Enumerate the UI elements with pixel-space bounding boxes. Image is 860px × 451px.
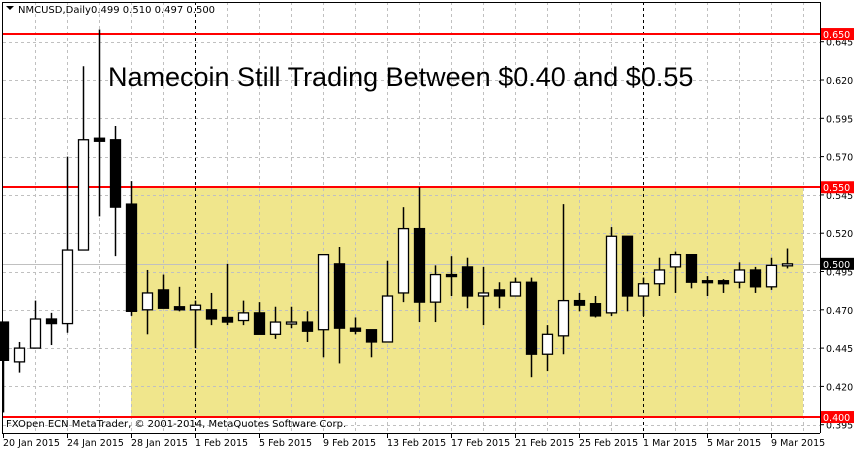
candle-bearish (413, 227, 426, 303)
candle-bullish (13, 347, 26, 363)
candle-bullish (397, 227, 410, 294)
candle-bearish (45, 318, 58, 325)
candle-bearish (157, 289, 170, 309)
candle-bullish (237, 312, 250, 322)
candle-bullish (269, 321, 282, 335)
candle-bullish (765, 264, 778, 288)
level-line (3, 33, 820, 35)
level-price-tag: 0.400 (823, 413, 850, 424)
candle-bullish (77, 139, 90, 251)
price-tick-label: 0.595 (826, 114, 853, 125)
price-tick-label: 0.620 (826, 76, 853, 87)
candle-bearish (333, 263, 346, 329)
candle-bullish (477, 292, 490, 297)
candle-bearish (621, 235, 634, 297)
ohlc-readout: 0.499 0.510 0.497 0.500 (91, 5, 215, 16)
candle-bullish (381, 295, 394, 343)
level-price-tag-bg (821, 181, 854, 194)
candle-bearish (749, 269, 762, 288)
date-tick-label: 9 Mar 2015 (771, 438, 825, 449)
candle-bullish (285, 321, 298, 325)
price-tick-label: 0.470 (826, 306, 853, 317)
candle-bullish (141, 292, 154, 311)
candle-bearish (493, 289, 506, 297)
candle-bearish (445, 273, 458, 278)
candle-bearish (205, 309, 218, 320)
price-tick-label: 0.645 (826, 38, 853, 49)
date-tick-label: 5 Feb 2015 (259, 438, 312, 449)
candle-bearish (0, 321, 10, 362)
price-tick-label: 0.445 (826, 344, 853, 355)
symbol-label: NMCUSD,Daily (18, 5, 91, 16)
candle-bearish (589, 303, 602, 317)
candle-bearish (701, 280, 714, 284)
price-tick-label: 0.420 (826, 382, 853, 393)
date-tick-label: 13 Feb 2015 (387, 438, 446, 449)
current-price-tag-bg (821, 257, 854, 270)
candle-bearish (525, 281, 538, 355)
dropdown-triangle-icon[interactable] (6, 6, 14, 10)
candle-bullish (653, 269, 666, 285)
candle-bearish (461, 266, 474, 297)
date-tick-label: 24 Jan 2015 (67, 438, 124, 449)
candle-bearish (109, 139, 122, 208)
price-tick-label: 0.495 (826, 268, 853, 279)
date-tick-label: 17 Feb 2015 (451, 438, 510, 449)
candle-bearish (685, 253, 698, 283)
candle-bearish (221, 316, 234, 323)
candle-bullish (29, 318, 42, 349)
level-line (3, 416, 820, 418)
date-tick-label: 21 Feb 2015 (515, 438, 574, 449)
price-tick-label: 0.395 (826, 421, 853, 432)
candle-bullish (541, 333, 554, 355)
candle-bearish (349, 327, 362, 332)
candle-bullish (189, 304, 202, 311)
candle-bearish (253, 312, 266, 335)
level-price-tag: 0.650 (823, 30, 850, 41)
current-price-tag: 0.500 (823, 260, 850, 271)
chart-title: Namecoin Still Trading Between $0.40 and… (108, 62, 693, 92)
price-tick-label: 0.520 (826, 229, 853, 240)
candle-bearish (717, 280, 730, 285)
date-tick-label: 9 Feb 2015 (323, 438, 376, 449)
price-tick-label: 0.545 (826, 191, 853, 202)
price-tick-label: 0.570 (826, 153, 853, 164)
date-tick-label: 28 Jan 2015 (131, 438, 188, 449)
candle-bearish (93, 137, 106, 142)
candle-bullish (637, 283, 650, 297)
level-price-tag-bg (821, 28, 854, 41)
candle-bearish (301, 321, 314, 332)
candle-bullish (509, 281, 522, 297)
candle-bullish (605, 235, 618, 314)
chart-header[interactable]: NMCUSD,Daily 0.499 0.510 0.497 0.500 (6, 5, 215, 16)
candle-bullish (429, 273, 442, 303)
level-price-tag: 0.550 (823, 183, 850, 194)
level-price-tag-bg (821, 411, 854, 424)
candle-bearish (173, 306, 186, 311)
level-lines-layer (3, 33, 820, 418)
date-tick-label: 1 Feb 2015 (195, 438, 248, 449)
candle-bullish (317, 253, 330, 331)
copyright-text: FXOpen ECN MetaTrader, © 2001-2014, Meta… (6, 419, 346, 430)
date-tick-label: 20 Jan 2015 (3, 438, 60, 449)
candle-bullish (557, 299, 570, 337)
candle-bullish (781, 263, 794, 267)
grid-layer (3, 2, 820, 433)
candles-layer (0, 29, 794, 413)
candle-bullish (61, 249, 74, 325)
candle-bullish (733, 269, 746, 283)
date-tick-label: 5 Mar 2015 (707, 438, 761, 449)
date-tick-label: 25 Feb 2015 (579, 438, 638, 449)
candle-bearish (573, 299, 586, 306)
candle-bullish (669, 253, 682, 268)
candle-bearish (125, 203, 138, 312)
level-line (3, 186, 820, 188)
date-tick-label: 1 Mar 2015 (643, 438, 697, 449)
candle-bearish (365, 329, 378, 343)
